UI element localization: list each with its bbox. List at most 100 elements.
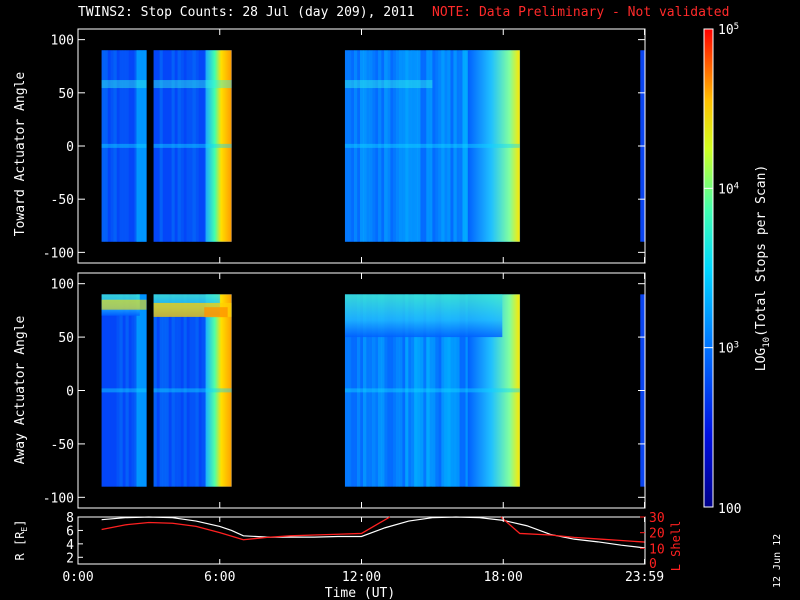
data-strip: [347, 294, 352, 487]
data-strip: [381, 294, 385, 487]
data-band: [153, 388, 232, 393]
y-tick-label: 100: [51, 278, 74, 293]
data-strip: [104, 50, 108, 242]
data-strip: [186, 50, 190, 242]
data-strip: [399, 50, 403, 242]
data-strip: [447, 50, 451, 242]
data-strip: [174, 50, 178, 242]
r-tick-label: 8: [66, 511, 74, 526]
data-strip: [465, 50, 469, 242]
lshell-axis-label: L Shell: [669, 521, 683, 572]
y-tick-label: -100: [43, 491, 74, 506]
data-strip: [432, 294, 436, 487]
data-strip: [116, 50, 120, 242]
colorbar: 100 103 104 105: [703, 22, 741, 517]
data-strip: [414, 294, 418, 487]
data-strip: [411, 50, 415, 242]
data-strip: [417, 294, 421, 487]
colorbar-tick-label: 100: [718, 502, 741, 517]
y-tick-label: -50: [51, 193, 74, 208]
away-panel: -100 -50 0 50 100: [43, 272, 646, 509]
data-strip: [438, 294, 442, 487]
time-tick-label: 12:00: [342, 570, 381, 585]
data-strip: [423, 50, 427, 242]
data-strip: [119, 50, 123, 242]
data-strip: [462, 50, 466, 242]
data-strip: [125, 50, 129, 242]
toward-ylabel: Toward Actuator Angle: [13, 72, 28, 237]
data-strip: [411, 294, 415, 487]
lshell-tick-label: 30: [649, 511, 665, 526]
data-strip: [387, 294, 391, 487]
data-band: [153, 143, 232, 148]
data-strip: [372, 50, 376, 242]
data-strip: [378, 50, 382, 242]
data-strip: [405, 50, 409, 242]
panel-frame: [77, 516, 646, 565]
data-strip: [426, 50, 430, 242]
data-strip: [387, 50, 391, 242]
data-strip: [168, 50, 172, 242]
data-strip: [429, 294, 433, 487]
data-strip: [134, 294, 138, 487]
data-strip: [125, 294, 129, 487]
data-strip: [456, 294, 460, 487]
data-strip: [384, 294, 388, 487]
data-strip: [180, 50, 184, 242]
colorbar-gradient: [703, 28, 714, 508]
data-strip: [462, 50, 466, 242]
data-strip: [131, 294, 135, 487]
data-strip: [128, 50, 132, 242]
data-strip: [360, 294, 364, 487]
data-strip: [417, 294, 421, 487]
data-strip: [435, 294, 439, 487]
data-strip: [423, 294, 427, 487]
y-tick-label: 0: [66, 385, 74, 400]
data-strip: [405, 50, 409, 242]
data-band: [101, 388, 147, 393]
data-strip: [104, 294, 108, 487]
data-strip: [435, 50, 439, 242]
data-strip: [128, 294, 132, 487]
data-strip: [375, 50, 379, 242]
data-strip: [426, 294, 430, 487]
data-strip: [420, 294, 424, 487]
data-strip: [426, 50, 430, 242]
data-strip: [366, 50, 370, 242]
figure-title: TWINS2: Stop Counts: 28 Jul (day 209), 2…: [78, 5, 415, 20]
data-strip: [186, 294, 190, 487]
data-strip: [201, 294, 205, 487]
data-strip: [363, 294, 367, 487]
data-high-edge: [205, 294, 232, 487]
y-tick-label: -100: [43, 246, 74, 261]
data-band: [344, 80, 433, 89]
data-strip: [162, 294, 166, 487]
data-strip: [441, 294, 445, 487]
data-strip: [165, 294, 169, 487]
data-strip: [192, 294, 196, 487]
lshell-tick-label: 20: [649, 527, 665, 542]
colorbar-tick-label: 104: [718, 181, 739, 197]
data-band: [344, 388, 520, 393]
data-strip: [420, 294, 424, 487]
data-strip: [183, 50, 187, 242]
data-strip: [444, 294, 448, 487]
data-high-edge: [205, 50, 232, 242]
data-strip: [159, 294, 163, 487]
data-strip: [414, 50, 418, 242]
data-strip: [453, 294, 457, 487]
data-strip: [405, 294, 409, 487]
data-band: [101, 143, 147, 148]
data-strip: [189, 294, 193, 487]
data-strip: [408, 50, 412, 242]
data-strip: [113, 294, 117, 487]
lshell-line: [101, 516, 391, 541]
data-strip: [369, 294, 373, 487]
data-strip: [177, 50, 181, 242]
data-strip: [414, 294, 418, 487]
data-strip: [456, 50, 460, 242]
data-band: [101, 80, 147, 89]
data-strip: [360, 50, 364, 242]
